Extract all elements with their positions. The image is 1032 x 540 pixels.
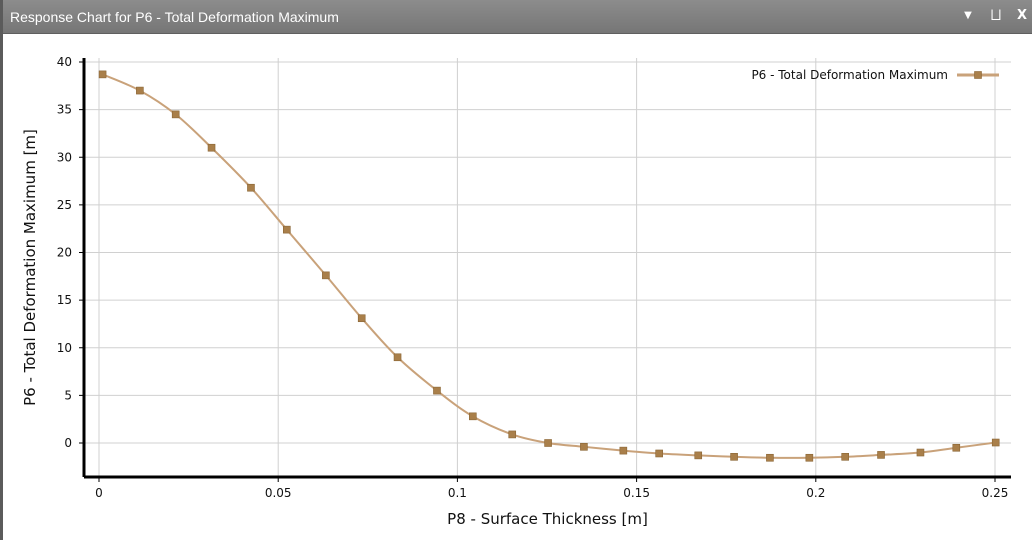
data-point-marker <box>580 443 588 451</box>
data-point-marker <box>207 143 216 152</box>
y-tick-label: 25 <box>57 198 72 212</box>
x-tick-label: 0.1 <box>448 486 467 500</box>
x-tick-label: 0.25 <box>982 486 1009 500</box>
y-tick-label: 10 <box>57 341 72 355</box>
data-point-marker <box>393 353 402 362</box>
panel-title: Response Chart for P6 - Total Deformatio… <box>10 9 339 25</box>
data-point-marker <box>766 453 774 462</box>
plot-area <box>84 58 1011 477</box>
data-point-marker <box>805 453 814 462</box>
y-tick-label: 40 <box>57 55 72 69</box>
y-tick-label: 5 <box>64 388 72 402</box>
y-tick-label: 35 <box>57 103 72 117</box>
y-tick-label: 15 <box>57 293 72 307</box>
panel-titlebar: Response Chart for P6 - Total Deformatio… <box>3 0 1032 34</box>
x-tick-label: 0.05 <box>265 486 292 500</box>
data-point-marker <box>877 451 885 459</box>
data-point-marker <box>433 386 441 395</box>
data-point-marker <box>171 110 180 119</box>
data-point-marker <box>655 449 663 458</box>
data-point-marker <box>916 448 925 457</box>
data-point-marker <box>841 453 849 461</box>
data-point-marker <box>694 451 703 460</box>
y-tick-label: 20 <box>57 246 72 260</box>
x-tick-label: 0.2 <box>806 486 825 500</box>
data-point-marker <box>136 86 144 95</box>
data-point-marker <box>508 430 517 439</box>
y-tick-label: 0 <box>64 436 72 450</box>
data-point-marker <box>952 443 961 452</box>
response-chart: 0 0.05 0.1 0.15 0.2 0.25 0 5 10 15 20 25 30 35 40 P8 - … <box>21 55 1011 528</box>
x-axis-title: P8 - Surface Thickness [m] <box>447 510 648 528</box>
legend-label: P6 - Total Deformation Maximum <box>751 68 948 82</box>
pin-icon[interactable]: ⨆ <box>990 8 1002 23</box>
legend: P6 - Total Deformation Maximum <box>751 68 999 82</box>
x-tick-label: 0 <box>95 486 103 500</box>
y-tick-label: 30 <box>57 150 72 164</box>
data-point-marker <box>991 438 1000 447</box>
x-tick-label: 0.15 <box>623 486 650 500</box>
data-point-marker <box>247 183 255 192</box>
data-point-marker <box>98 70 107 79</box>
close-icon[interactable]: X <box>1016 8 1028 23</box>
data-point-marker <box>283 225 291 234</box>
data-point-marker <box>544 439 552 447</box>
data-point-marker <box>619 446 628 455</box>
legend-swatch-marker <box>974 71 982 79</box>
chevron-down-icon[interactable]: ▼ <box>964 10 972 21</box>
y-axis-title: P6 - Total Deformation Maximum [m] <box>21 129 39 406</box>
data-point-marker <box>322 271 330 280</box>
data-point-marker <box>469 412 477 421</box>
data-point-marker <box>730 453 738 461</box>
data-point-marker <box>357 314 366 323</box>
